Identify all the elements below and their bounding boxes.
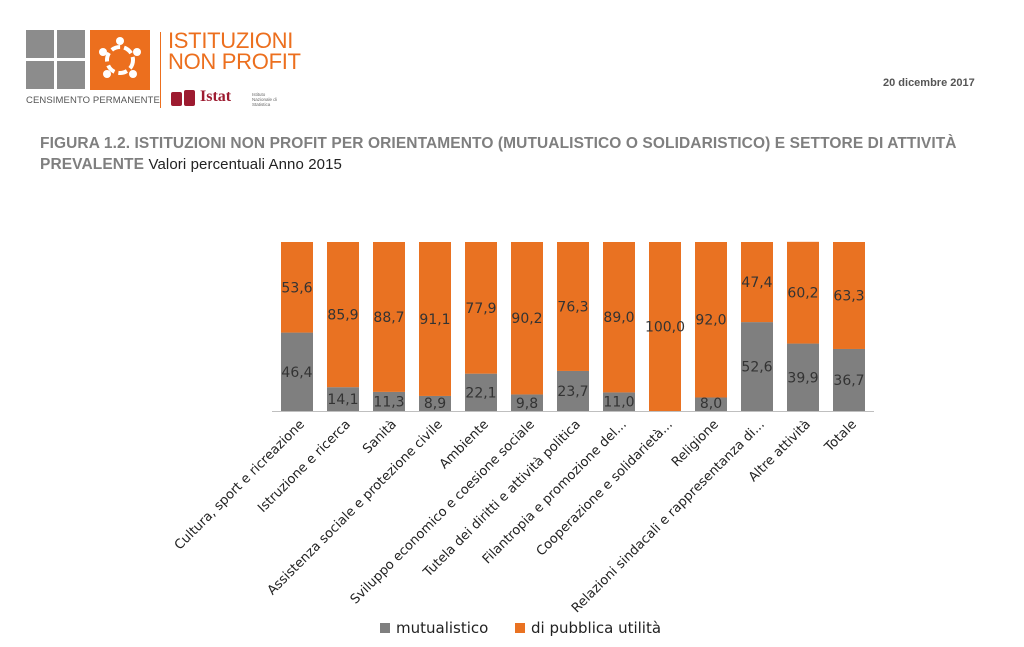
logo-divider bbox=[160, 32, 161, 108]
data-label-pubblica-utilita-7: 89,0 bbox=[603, 310, 634, 326]
data-label-pubblica-utilita-1: 85,9 bbox=[327, 308, 358, 324]
factory-icon bbox=[57, 30, 85, 58]
publication-date: 20 dicembre 2017 bbox=[883, 77, 975, 89]
logo-title-line1: ISTITUZIONI bbox=[168, 28, 294, 53]
legend-swatch-mutualistico bbox=[380, 623, 390, 633]
figure-title: FIGURA 1.2. ISTITUZIONI NON PROFIT PER O… bbox=[40, 133, 1010, 175]
data-label-mutualistico-3: 8,9 bbox=[424, 396, 446, 412]
bar-mutualistico-3 bbox=[419, 395, 451, 411]
data-label-pubblica-utilita-9: 92,0 bbox=[695, 313, 726, 329]
data-label-mutualistico-10: 52,6 bbox=[741, 360, 772, 376]
bar-pubblica-utilita-10 bbox=[741, 242, 773, 323]
data-label-mutualistico-5: 9,8 bbox=[516, 396, 538, 412]
bar-mutualistico-4 bbox=[465, 373, 497, 411]
data-label-pubblica-utilita-11: 60,2 bbox=[787, 286, 818, 302]
data-label-mutualistico-2: 11,3 bbox=[373, 394, 404, 410]
census-icons bbox=[26, 30, 86, 90]
x-tick-label-2: Sanità bbox=[360, 417, 400, 457]
nonprofit-icon bbox=[90, 30, 150, 90]
bar-mutualistico-5 bbox=[511, 394, 543, 411]
legend-label-pubblica-utilita: di pubblica utilità bbox=[531, 619, 662, 637]
logo: ISTITUZIONI NON PROFIT CENSIMENTO PERMAN… bbox=[26, 30, 316, 112]
bar-pubblica-utilita-0 bbox=[281, 242, 313, 333]
data-label-pubblica-utilita-0: 53,6 bbox=[281, 280, 312, 296]
istat-caption: Istituto Nazionale di Statistica bbox=[252, 92, 277, 107]
figure-title-main: FIGURA 1.2. ISTITUZIONI NON PROFIT PER O… bbox=[40, 135, 957, 173]
bar-pubblica-utilita-9 bbox=[695, 242, 727, 398]
logo-caption: CENSIMENTO PERMANENTE bbox=[26, 95, 160, 106]
logo-title-line2: NON PROFIT bbox=[168, 49, 301, 74]
data-label-pubblica-utilita-4: 77,9 bbox=[465, 301, 496, 317]
legend-item-pubblica-utilita: di pubblica utilità bbox=[515, 619, 661, 637]
bar-mutualistico-1 bbox=[327, 387, 359, 411]
bar-pubblica-utilita-4 bbox=[465, 242, 497, 374]
data-label-mutualistico-0: 46,4 bbox=[281, 365, 312, 381]
data-label-mutualistico-4: 22,1 bbox=[465, 385, 496, 401]
bar-mutualistico-6 bbox=[557, 370, 589, 411]
bar-mutualistico-10 bbox=[741, 322, 773, 411]
data-label-pubblica-utilita-6: 76,3 bbox=[557, 299, 588, 315]
data-label-mutualistico-7: 11,0 bbox=[603, 395, 634, 411]
data-label-pubblica-utilita-8: 100,0 bbox=[645, 320, 685, 336]
x-tick-label-12: Totale bbox=[821, 417, 859, 455]
bar-pubblica-utilita-8 bbox=[649, 242, 681, 411]
data-label-pubblica-utilita-3: 91,1 bbox=[419, 312, 450, 328]
institution-icon bbox=[57, 61, 85, 89]
bar-pubblica-utilita-6 bbox=[557, 242, 589, 371]
data-label-pubblica-utilita-2: 88,7 bbox=[373, 310, 404, 326]
data-label-pubblica-utilita-12: 63,3 bbox=[833, 288, 864, 304]
data-label-mutualistico-12: 36,7 bbox=[833, 373, 864, 389]
bar-pubblica-utilita-1 bbox=[327, 242, 359, 388]
legend-item-mutualistico: mutualistico bbox=[380, 619, 488, 637]
bar-pubblica-utilita-11 bbox=[787, 241, 819, 344]
bar-pubblica-utilita-12 bbox=[833, 242, 865, 349]
data-label-mutualistico-6: 23,7 bbox=[557, 384, 588, 400]
data-label-pubblica-utilita-10: 47,4 bbox=[741, 275, 772, 291]
istat-logo-icon bbox=[171, 90, 195, 106]
people-icon bbox=[26, 30, 54, 58]
wheat-icon bbox=[26, 61, 54, 89]
logo-title: ISTITUZIONI NON PROFIT bbox=[168, 28, 301, 74]
bar-mutualistico-2 bbox=[373, 391, 405, 411]
bar-mutualistico-11 bbox=[787, 343, 819, 411]
data-label-mutualistico-11: 39,9 bbox=[787, 370, 818, 386]
bar-pubblica-utilita-5 bbox=[511, 242, 543, 395]
bar-pubblica-utilita-2 bbox=[373, 242, 405, 392]
bar-pubblica-utilita-7 bbox=[603, 242, 635, 393]
data-label-mutualistico-1: 14,1 bbox=[327, 392, 358, 408]
data-label-pubblica-utilita-5: 90,2 bbox=[511, 311, 542, 327]
x-tick-label-3: Assistenza sociale e protezione civile bbox=[265, 417, 446, 598]
legend-label-mutualistico: mutualistico bbox=[396, 619, 489, 637]
x-tick-label-1: Istruzione e ricerca bbox=[255, 417, 354, 516]
data-label-mutualistico-9: 8,0 bbox=[700, 396, 722, 412]
bar-mutualistico-9 bbox=[695, 397, 727, 411]
bar-mutualistico-0 bbox=[281, 332, 313, 411]
figure-subtitle: Valori percentuali Anno 2015 bbox=[148, 156, 342, 173]
bar-mutualistico-12 bbox=[833, 348, 865, 411]
bar-pubblica-utilita-3 bbox=[419, 242, 451, 396]
istat-wordmark: Istat bbox=[200, 88, 232, 105]
legend-swatch-pubblica-utilita bbox=[515, 623, 525, 633]
bar-mutualistico-7 bbox=[603, 392, 635, 411]
